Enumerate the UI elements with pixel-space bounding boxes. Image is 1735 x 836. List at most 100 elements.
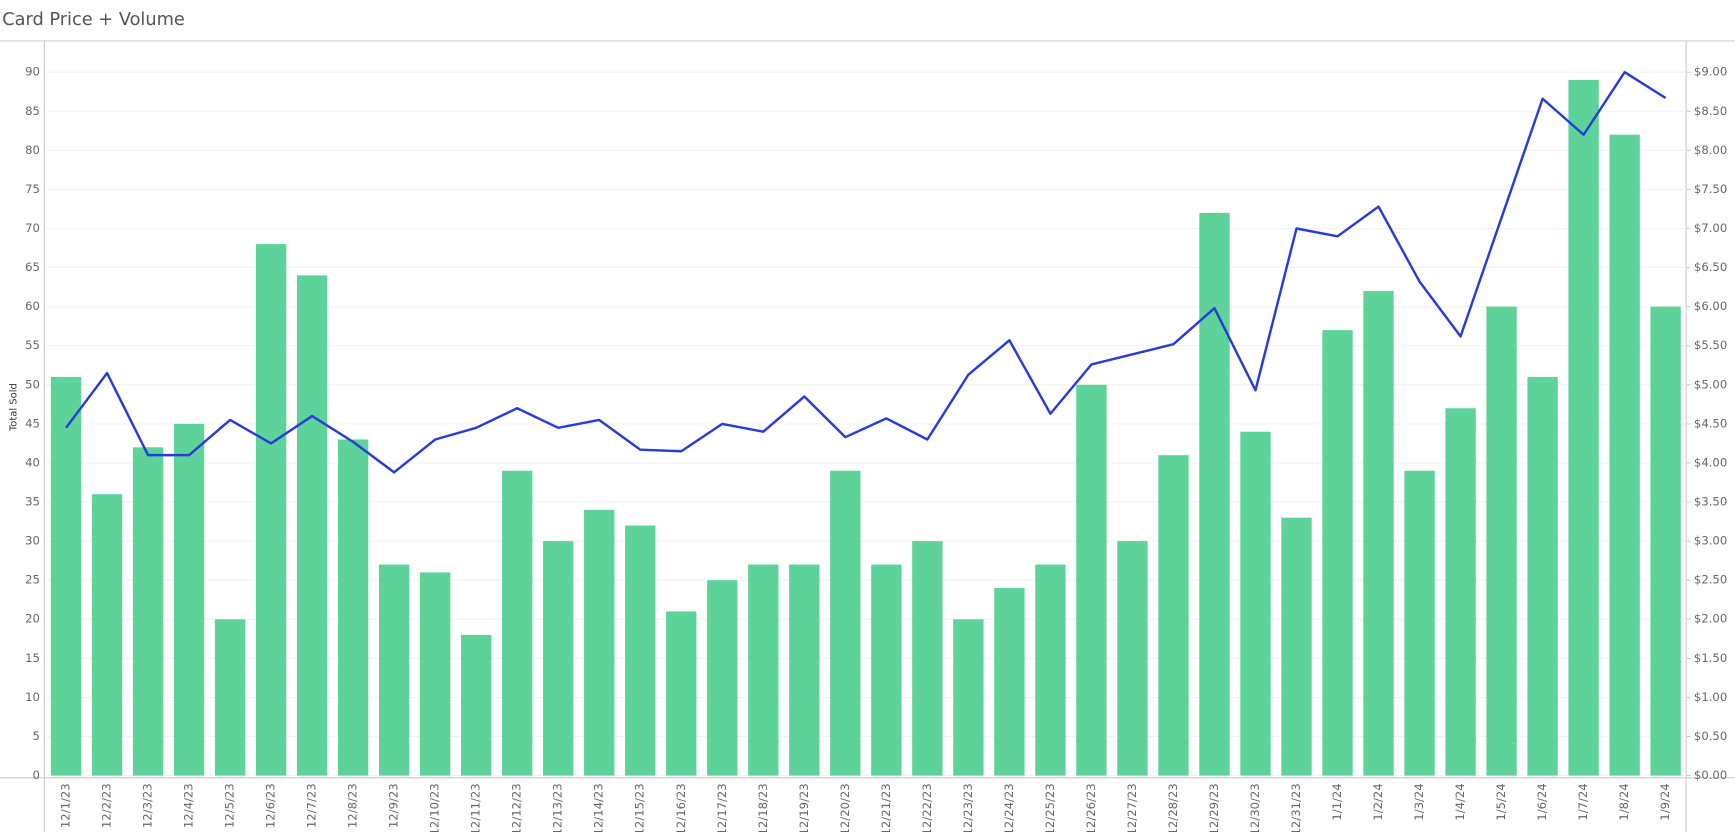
x-tick-label: 12/16/23 [674, 783, 688, 832]
x-tick-label: 1/3/24 [1412, 783, 1426, 820]
bar [707, 580, 738, 776]
bar [1158, 455, 1189, 776]
x-tick-label: 12/6/23 [264, 783, 278, 828]
x-tick-label: 12/21/23 [879, 783, 893, 832]
y2-tick-label: $1.00 [1694, 690, 1727, 704]
y-tick-label: 65 [25, 260, 40, 274]
bar [1445, 408, 1476, 776]
x-tick-label: 1/4/24 [1453, 783, 1467, 820]
y-tick-label: 55 [25, 338, 40, 352]
y2-tick-label: $8.50 [1694, 104, 1727, 118]
bar [173, 423, 205, 776]
x-tick-label: 12/29/23 [1207, 783, 1221, 832]
y-tick-label: 50 [25, 377, 40, 391]
x-tick-label: 12/22/23 [920, 783, 934, 832]
y2-tick-label: $5.00 [1694, 377, 1727, 391]
x-tick-label: 1/9/24 [1658, 783, 1672, 820]
x-tick-label: 12/4/23 [182, 783, 196, 828]
x-tick-label: 1/6/24 [1535, 783, 1549, 820]
y2-tick-label: $8.00 [1694, 143, 1727, 157]
bar [502, 470, 533, 776]
x-tick-label: 1/7/24 [1576, 783, 1590, 820]
bar [994, 588, 1025, 776]
x-tick-label: 12/20/23 [838, 783, 852, 832]
bar [255, 244, 287, 776]
bar [1363, 291, 1394, 776]
x-tick-label: 12/1/23 [59, 783, 73, 828]
y2-tick-label: $0.50 [1694, 729, 1727, 743]
x-tick-label: 12/17/23 [715, 783, 729, 832]
y-tick-label: 45 [25, 416, 40, 430]
y-tick-label: 80 [25, 143, 40, 157]
y-tick-label: 35 [25, 495, 40, 509]
x-tick-label: 12/5/23 [223, 783, 237, 828]
y-tick-label: 60 [25, 299, 40, 313]
x-tick-label: 1/1/24 [1330, 783, 1344, 820]
y2-tick-label: $1.50 [1694, 651, 1727, 665]
y2-tick-label: $2.50 [1694, 573, 1727, 587]
x-tick-label: 12/27/23 [1125, 783, 1139, 832]
bar [132, 447, 164, 776]
x-tick-label: 12/26/23 [1084, 783, 1098, 832]
y-tick-label: 70 [25, 221, 40, 235]
bar [50, 376, 82, 776]
x-tick-label: 12/15/23 [633, 783, 647, 832]
bar [830, 470, 861, 776]
grid [45, 71, 1687, 777]
y2-tick-label: $4.00 [1694, 455, 1727, 469]
x-tick-label: 1/8/24 [1617, 783, 1631, 820]
y-tick-label: 20 [25, 612, 40, 626]
bar [1117, 541, 1148, 776]
x-tick-label: 12/25/23 [1043, 783, 1057, 832]
y2-tick-label: $6.00 [1694, 299, 1727, 313]
bar [953, 619, 984, 776]
y-tick-label: 40 [25, 455, 40, 469]
bar [91, 494, 123, 776]
y-tick-label: 30 [25, 534, 40, 548]
y-axis-label: Total Sold [8, 383, 19, 432]
bar [296, 275, 328, 776]
bar [789, 564, 820, 776]
x-tick-label: 1/5/24 [1494, 783, 1508, 820]
bar [1322, 330, 1353, 776]
x-tick-label: 12/12/23 [510, 783, 524, 832]
x-tick-label: 12/3/23 [141, 783, 155, 828]
y2-tick-label: $7.00 [1694, 221, 1727, 235]
bar [871, 564, 902, 776]
y-tick-label: 25 [25, 573, 40, 587]
x-tick-label: 12/10/23 [428, 783, 442, 832]
y2-tick-label: $2.00 [1694, 612, 1727, 626]
y-tick-label: 0 [33, 768, 40, 782]
bar [1199, 212, 1230, 776]
bar [748, 564, 779, 776]
x-tick-label: 12/24/23 [1002, 783, 1016, 832]
chart-title: Card Price + Volume [2, 10, 185, 30]
bar [1527, 376, 1558, 776]
y-tick-label: 85 [25, 104, 40, 118]
bar [912, 541, 943, 776]
x-tick-label: 12/7/23 [305, 783, 319, 828]
x-tick-label: 12/23/23 [961, 783, 975, 832]
x-tick-label: 12/19/23 [797, 783, 811, 832]
bar [1650, 306, 1681, 776]
x-tick-label: 12/8/23 [346, 783, 360, 828]
y2-tick-label: $0.00 [1694, 768, 1727, 782]
bar [337, 439, 369, 776]
bar [1486, 306, 1517, 776]
y2-tick-label: $3.00 [1694, 534, 1727, 548]
y-tick-label: 10 [25, 690, 40, 704]
y2-tick-label: $6.50 [1694, 260, 1727, 274]
x-tick-label: 12/30/23 [1248, 783, 1262, 832]
x-tick-label: 1/2/24 [1371, 783, 1385, 820]
bar [1240, 431, 1271, 776]
x-tick-label: 12/9/23 [387, 783, 401, 828]
bar [625, 525, 656, 776]
bar [1609, 134, 1640, 776]
bar [543, 541, 574, 776]
y-tick-label: 15 [25, 651, 40, 665]
x-tick-label: 12/2/23 [100, 783, 114, 828]
y2-tick-label: $7.50 [1694, 182, 1727, 196]
y-tick-label: 75 [25, 182, 40, 196]
y2-tick-label: $5.50 [1694, 338, 1727, 352]
